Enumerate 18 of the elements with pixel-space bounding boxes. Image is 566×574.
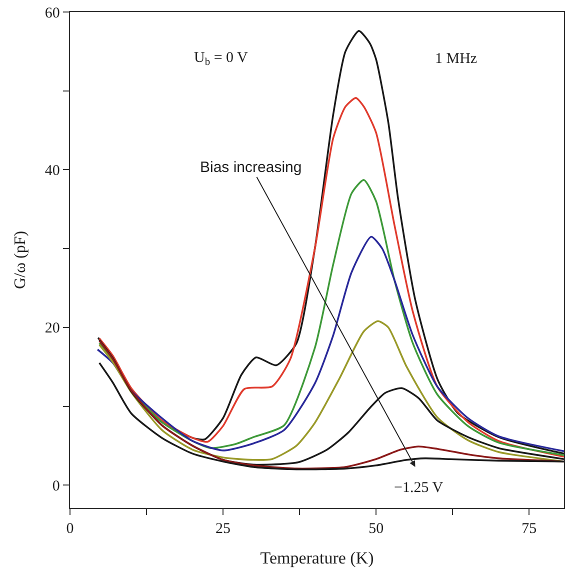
line-series xyxy=(98,320,564,462)
line-series xyxy=(96,236,564,452)
y-tick-label: 20 xyxy=(44,320,60,337)
annotation: Bias increasing xyxy=(200,159,302,176)
line-series xyxy=(98,97,564,458)
x-tick-label: 25 xyxy=(216,521,231,538)
line-series xyxy=(98,179,564,456)
y-tick-label: 60 xyxy=(44,5,60,22)
x-axis-title: Temperature (K) xyxy=(260,548,374,568)
y-axis-title: G/ω (pF) xyxy=(12,230,29,290)
annotation: −1.25 V xyxy=(394,480,444,496)
y-tick-label: 0 xyxy=(52,478,60,494)
x-tick-label: 50 xyxy=(368,521,384,538)
x-tick-label: 0 xyxy=(66,521,74,538)
annotation: 1 MHz xyxy=(435,51,478,67)
y-tick-label: 40 xyxy=(44,162,60,179)
x-tick-label: 75 xyxy=(522,521,537,538)
annotation: U$_{b}$ = 0 V xyxy=(194,50,248,68)
